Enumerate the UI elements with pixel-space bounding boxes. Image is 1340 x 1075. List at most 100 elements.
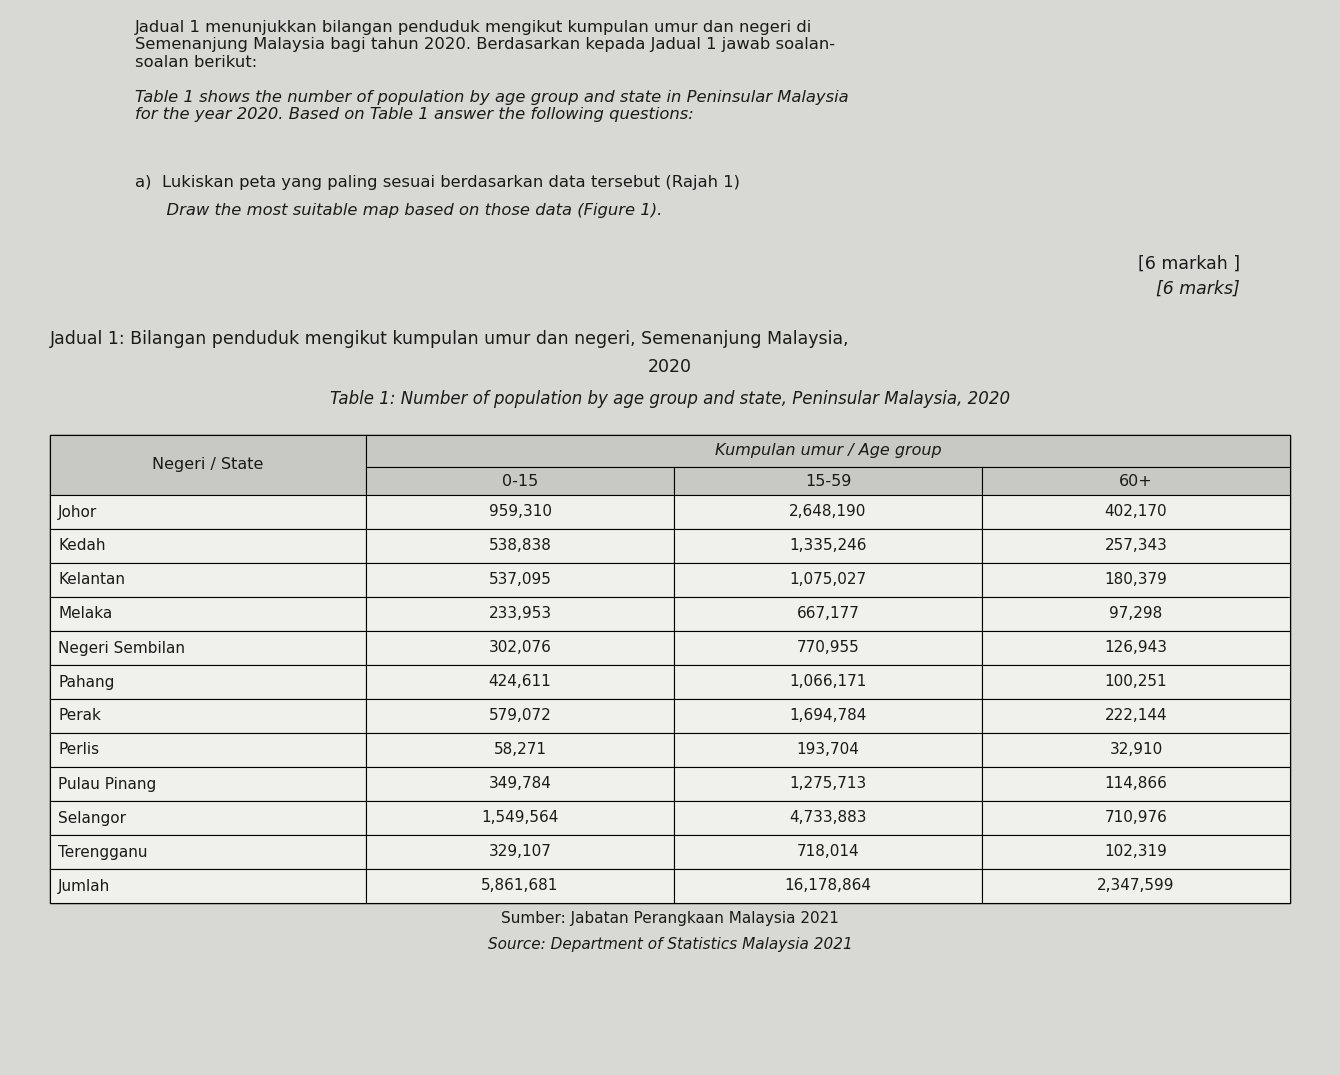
Bar	[674, 835, 982, 869]
Bar	[366, 766, 674, 801]
Text: 1,335,246: 1,335,246	[789, 539, 867, 554]
Text: 58,271: 58,271	[493, 743, 547, 758]
Text: 1,075,027: 1,075,027	[789, 573, 867, 588]
Text: 402,170: 402,170	[1104, 504, 1167, 519]
Bar	[982, 733, 1290, 766]
Text: Sumber: Jabatan Perangkaan Malaysia 2021: Sumber: Jabatan Perangkaan Malaysia 2021	[501, 911, 839, 926]
Text: 5,861,681: 5,861,681	[481, 878, 559, 893]
Text: Jumlah: Jumlah	[58, 878, 110, 893]
Text: 233,953: 233,953	[489, 606, 552, 621]
Bar	[50, 733, 366, 766]
Text: 770,955: 770,955	[796, 641, 859, 656]
Bar	[982, 597, 1290, 631]
Text: Negeri Sembilan: Negeri Sembilan	[58, 641, 185, 656]
Bar	[674, 766, 982, 801]
Bar	[50, 835, 366, 869]
Bar	[982, 801, 1290, 835]
Bar	[366, 563, 674, 597]
Text: 718,014: 718,014	[797, 845, 859, 860]
Text: 100,251: 100,251	[1104, 674, 1167, 689]
Bar	[366, 631, 674, 665]
Bar	[366, 699, 674, 733]
Bar	[674, 494, 982, 529]
Bar	[982, 467, 1290, 495]
Bar	[982, 869, 1290, 903]
Bar	[50, 435, 366, 495]
Text: 180,379: 180,379	[1104, 573, 1167, 588]
Text: Perlis: Perlis	[58, 743, 99, 758]
Text: Draw the most suitable map based on those data (Figure 1).: Draw the most suitable map based on thos…	[135, 203, 662, 218]
Bar	[982, 665, 1290, 699]
Text: 97,298: 97,298	[1110, 606, 1163, 621]
Bar	[50, 494, 366, 529]
Bar	[366, 665, 674, 699]
Bar	[50, 699, 366, 733]
Text: 60+: 60+	[1119, 473, 1152, 488]
Text: [6 markah ]: [6 markah ]	[1138, 255, 1240, 273]
Bar	[50, 766, 366, 801]
Bar	[366, 435, 1290, 467]
Bar	[674, 801, 982, 835]
Text: 1,275,713: 1,275,713	[789, 776, 867, 791]
Text: Jadual 1: Bilangan penduduk mengikut kumpulan umur dan negeri, Semenanjung Malay: Jadual 1: Bilangan penduduk mengikut kum…	[50, 330, 850, 348]
Bar	[674, 597, 982, 631]
Text: Selangor: Selangor	[58, 811, 126, 826]
Text: Pulau Pinang: Pulau Pinang	[58, 776, 157, 791]
Text: Table 1: Number of population by age group and state, Peninsular Malaysia, 2020: Table 1: Number of population by age gro…	[330, 390, 1010, 408]
Bar	[366, 733, 674, 766]
Bar	[50, 869, 366, 903]
Bar	[982, 835, 1290, 869]
Text: 537,095: 537,095	[489, 573, 552, 588]
Text: 2,648,190: 2,648,190	[789, 504, 867, 519]
Bar	[50, 665, 366, 699]
Text: 302,076: 302,076	[489, 641, 552, 656]
Text: 1,066,171: 1,066,171	[789, 674, 867, 689]
Bar	[674, 467, 982, 495]
Text: 126,943: 126,943	[1104, 641, 1167, 656]
Text: Jadual 1 menunjukkan bilangan penduduk mengikut kumpulan umur dan negeri di
Seme: Jadual 1 menunjukkan bilangan penduduk m…	[135, 20, 835, 70]
Text: 538,838: 538,838	[489, 539, 552, 554]
Text: 15-59: 15-59	[805, 473, 851, 488]
Text: Pahang: Pahang	[58, 674, 114, 689]
Bar	[982, 766, 1290, 801]
Text: [6 marks]: [6 marks]	[1156, 280, 1240, 298]
Bar	[674, 699, 982, 733]
Text: 579,072: 579,072	[489, 708, 551, 723]
Text: Johor: Johor	[58, 504, 98, 519]
Bar	[674, 563, 982, 597]
Text: 329,107: 329,107	[489, 845, 552, 860]
Text: Perak: Perak	[58, 708, 100, 723]
Bar	[982, 494, 1290, 529]
Bar	[674, 631, 982, 665]
Bar	[50, 529, 366, 563]
Text: Melaka: Melaka	[58, 606, 113, 621]
Bar	[982, 529, 1290, 563]
Bar	[50, 631, 366, 665]
Text: Table 1 shows the number of population by age group and state in Peninsular Mala: Table 1 shows the number of population b…	[135, 90, 848, 123]
Bar	[366, 529, 674, 563]
Text: Kelantan: Kelantan	[58, 573, 125, 588]
Text: 959,310: 959,310	[489, 504, 552, 519]
Text: 1,694,784: 1,694,784	[789, 708, 867, 723]
Text: 2,347,599: 2,347,599	[1097, 878, 1175, 893]
Text: Kedah: Kedah	[58, 539, 106, 554]
Bar	[366, 801, 674, 835]
Bar	[366, 869, 674, 903]
Text: 222,144: 222,144	[1104, 708, 1167, 723]
Text: Source: Department of Statistics Malaysia 2021: Source: Department of Statistics Malaysi…	[488, 937, 852, 952]
Bar	[50, 435, 1290, 903]
Text: 424,611: 424,611	[489, 674, 551, 689]
Bar	[674, 869, 982, 903]
Bar	[366, 494, 674, 529]
Text: 114,866: 114,866	[1104, 776, 1167, 791]
Text: a)  Lukiskan peta yang paling sesuai berdasarkan data tersebut (Rajah 1): a) Lukiskan peta yang paling sesuai berd…	[135, 175, 740, 190]
Bar	[674, 733, 982, 766]
Text: 32,910: 32,910	[1110, 743, 1163, 758]
Text: Terengganu: Terengganu	[58, 845, 147, 860]
Text: 349,784: 349,784	[489, 776, 552, 791]
Text: 102,319: 102,319	[1104, 845, 1167, 860]
Text: 1,549,564: 1,549,564	[481, 811, 559, 826]
Bar	[366, 467, 674, 495]
Text: 0-15: 0-15	[502, 473, 539, 488]
Bar	[366, 835, 674, 869]
